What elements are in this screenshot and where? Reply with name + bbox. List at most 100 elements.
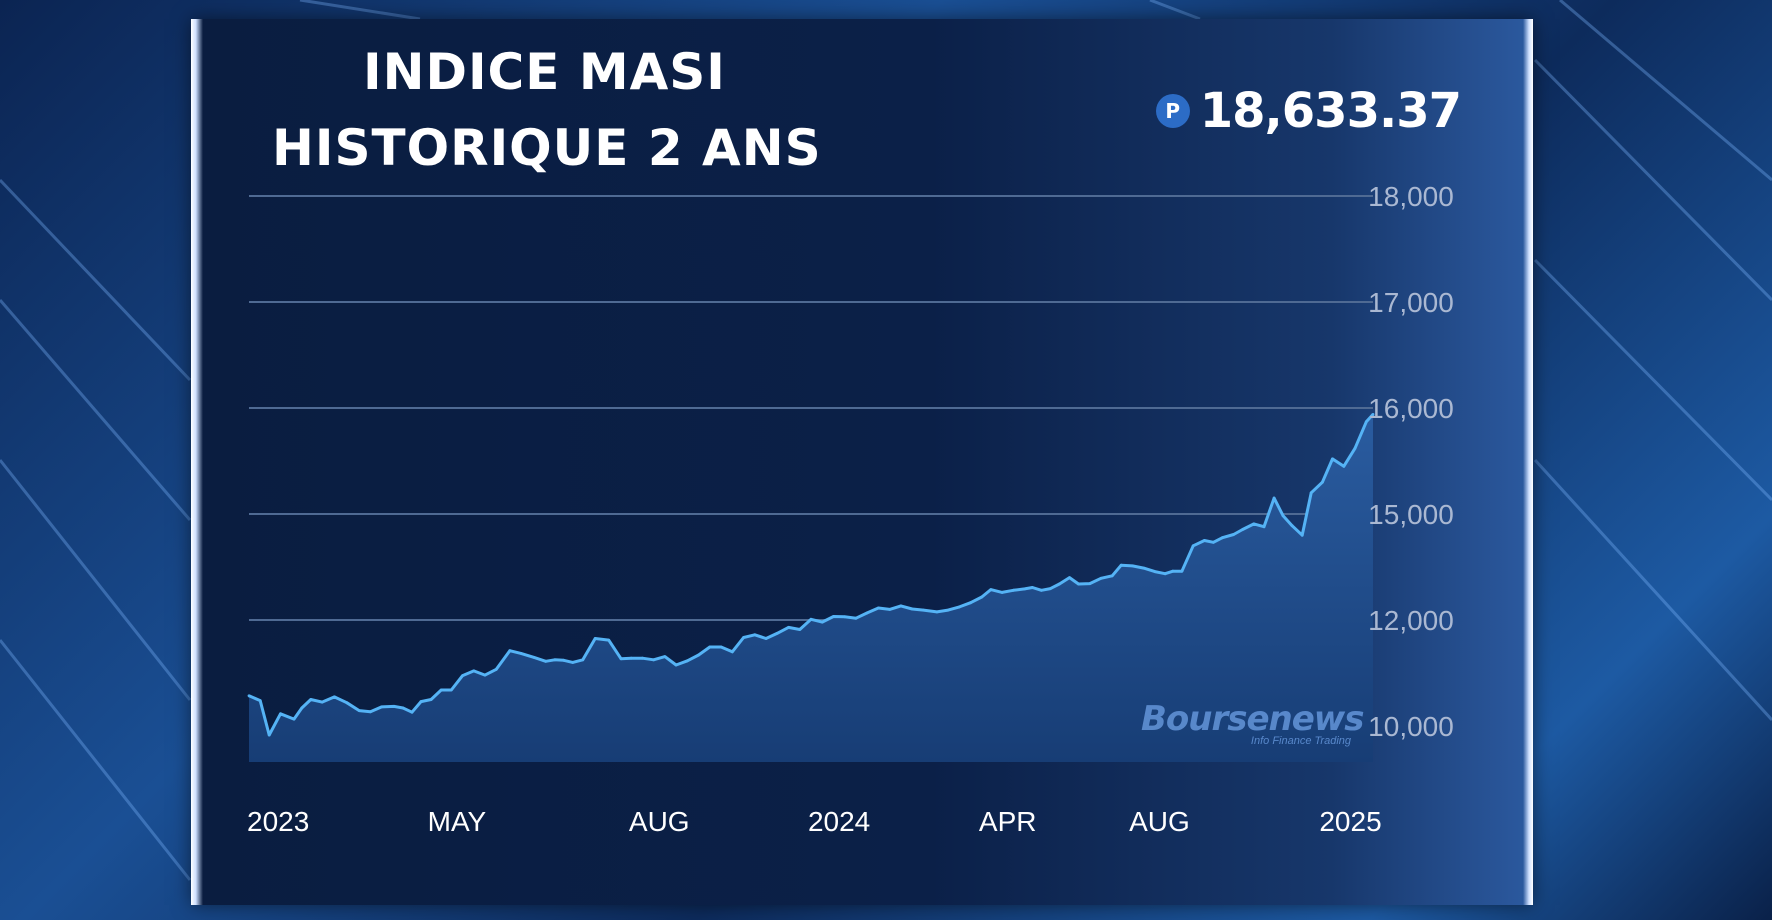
boursenews-watermark: Boursenews Info Finance Trading	[1141, 699, 1364, 747]
line-chart: 10,000 12,000 15,000 16,000 17,000 18,000 202…	[247, 181, 1454, 837]
chart-title-line-2: HISTORIQUE 2 ANS	[272, 119, 822, 177]
data-point	[775, 631, 779, 635]
data-point	[1272, 496, 1276, 500]
data-point	[742, 636, 745, 639]
data-point	[697, 653, 700, 657]
data-point	[641, 656, 644, 660]
data-point	[619, 657, 623, 661]
data-point	[969, 601, 972, 605]
data-point	[508, 649, 512, 653]
y-tick-label: 17,000	[1368, 287, 1454, 318]
data-point	[1119, 563, 1123, 567]
data-point	[279, 712, 282, 716]
x-tick-label: APR	[979, 806, 1037, 837]
data-point	[562, 658, 566, 662]
data-point	[429, 698, 433, 701]
data-point	[1262, 525, 1266, 529]
data-point	[494, 667, 498, 671]
data-point	[320, 700, 324, 704]
data-point	[1131, 564, 1134, 568]
x-tick-label: 2025	[1319, 806, 1381, 837]
data-point	[910, 607, 914, 611]
data-point	[730, 650, 734, 654]
data-point	[300, 706, 304, 710]
coin-icon: P	[1155, 94, 1190, 128]
data-point	[820, 620, 824, 624]
data-point	[1321, 480, 1324, 484]
x-tick-label: MAY	[428, 806, 487, 837]
data-point	[1221, 536, 1224, 540]
y-axis-ticks: 10,000 12,000 15,000 16,000 17,000 18,000	[1368, 181, 1454, 742]
data-point	[1171, 569, 1175, 573]
data-point	[787, 626, 790, 629]
data-point	[410, 710, 414, 714]
data-point	[980, 595, 984, 599]
data-point	[544, 659, 548, 663]
data-point	[843, 615, 847, 619]
data-point	[571, 661, 575, 664]
data-point	[333, 695, 336, 699]
data-point	[357, 709, 361, 712]
area-fill	[249, 414, 1373, 762]
data-point	[1040, 588, 1043, 592]
data-point	[663, 655, 667, 658]
data-point	[247, 694, 251, 698]
data-point	[652, 658, 655, 662]
data-point	[1281, 514, 1285, 518]
x-axis-ticks: 2023 MAY AUG 2024 APR AUG 2025	[247, 806, 1382, 837]
data-point	[1364, 420, 1368, 424]
data-point	[461, 674, 464, 677]
data-point	[809, 617, 813, 621]
current-price: P 18,633.37	[1155, 83, 1462, 139]
data-point	[439, 688, 443, 692]
data-point	[1049, 587, 1052, 590]
data-point	[686, 659, 689, 663]
data-point	[1309, 491, 1313, 495]
data-point	[629, 656, 633, 660]
price-value: 18,633.37	[1199, 83, 1462, 139]
data-point	[877, 606, 880, 610]
x-tick-label: AUG	[629, 806, 690, 837]
chart-title-line-1: INDICE MASI	[363, 43, 726, 101]
data-point	[865, 611, 869, 615]
data-point	[753, 633, 757, 637]
data-point	[581, 658, 585, 662]
data-point	[958, 605, 961, 609]
watermark-name: Boursenews	[1141, 699, 1364, 739]
data-point	[1088, 582, 1092, 585]
data-point	[1031, 586, 1034, 589]
data-point	[1203, 539, 1206, 542]
panel-glow-right	[1523, 19, 1533, 905]
data-point	[674, 663, 678, 667]
data-point	[1110, 574, 1114, 578]
data-point	[1099, 576, 1103, 580]
data-point	[899, 604, 903, 608]
data-point	[1011, 588, 1015, 592]
y-tick-label: 10,000	[1368, 711, 1454, 742]
data-point	[309, 698, 313, 701]
data-point	[267, 733, 271, 737]
data-point	[935, 610, 939, 614]
y-tick-label: 18,000	[1368, 181, 1454, 212]
data-point	[798, 628, 802, 631]
data-point	[1058, 582, 1061, 586]
data-point	[1331, 457, 1334, 461]
data-point	[1300, 533, 1304, 537]
data-point	[832, 615, 835, 618]
data-point	[1023, 587, 1026, 591]
data-point	[449, 688, 453, 692]
data-point	[1068, 576, 1071, 579]
data-point	[483, 673, 487, 677]
data-point	[1290, 524, 1294, 528]
data-point	[1153, 570, 1157, 573]
data-point	[946, 608, 950, 612]
data-point	[380, 705, 383, 709]
data-point	[345, 701, 349, 705]
data-point	[1232, 533, 1235, 536]
data-point	[1241, 528, 1244, 531]
data-point	[1252, 522, 1256, 526]
data-point	[1212, 540, 1215, 544]
data-point	[1180, 569, 1184, 573]
data-point	[607, 638, 611, 642]
